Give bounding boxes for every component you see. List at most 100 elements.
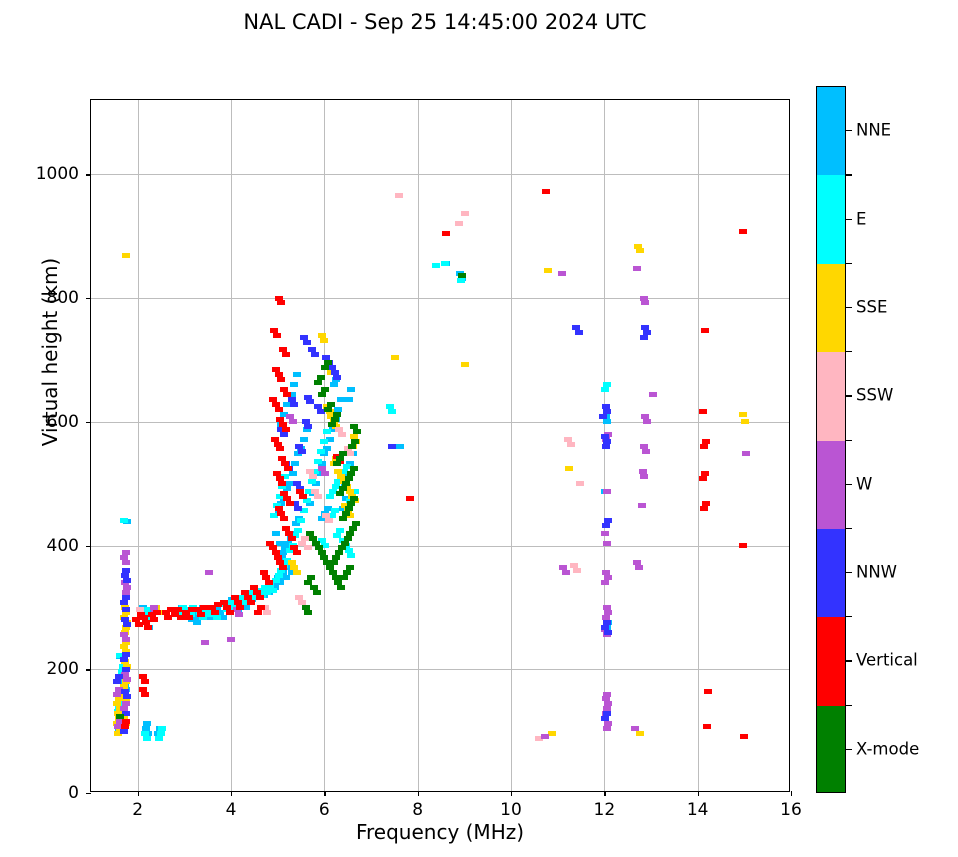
data-point: [643, 419, 652, 425]
data-point: [280, 411, 289, 417]
data-point: [317, 550, 326, 556]
data-point: [275, 540, 284, 546]
y-tick: [86, 669, 91, 671]
grid-line-horizontal: [91, 174, 789, 176]
colorbar-label-x-mode: X-mode: [856, 739, 920, 759]
data-point: [601, 580, 610, 586]
data-point: [566, 441, 575, 447]
data-point: [293, 372, 302, 378]
data-point: [603, 409, 612, 415]
colorbar-boundary-tick: [846, 174, 852, 176]
data-point: [333, 374, 342, 380]
data-point: [461, 362, 470, 368]
data-point: [113, 691, 122, 697]
data-point: [199, 604, 208, 610]
data-point: [141, 731, 150, 737]
data-point: [344, 505, 353, 511]
data-point: [303, 545, 312, 551]
data-point: [282, 525, 291, 531]
data-point: [563, 436, 572, 442]
y-tick-label: 0: [68, 783, 79, 803]
data-point: [325, 518, 333, 524]
data-point: [559, 565, 568, 571]
data-point: [182, 609, 191, 615]
data-point: [161, 609, 170, 615]
colorbar-segment-nnw: [817, 528, 845, 618]
data-point: [344, 396, 353, 402]
data-point: [324, 406, 333, 412]
data-point: [309, 473, 318, 479]
data-point: [121, 701, 130, 707]
data-point: [143, 721, 151, 727]
data-point: [215, 609, 224, 615]
data-point: [283, 557, 291, 563]
data-point: [119, 632, 128, 638]
data-point: [121, 594, 130, 600]
y-tick: [86, 421, 91, 424]
x-tick: [511, 791, 513, 796]
data-point: [274, 505, 283, 511]
data-point: [336, 528, 345, 534]
data-point: [318, 538, 327, 544]
data-point: [328, 570, 337, 576]
data-point: [121, 651, 130, 657]
data-point: [241, 599, 249, 605]
data-point: [194, 607, 203, 613]
data-point: [253, 590, 262, 596]
data-point: [238, 594, 247, 600]
data-point: [349, 525, 358, 531]
data-point: [141, 691, 150, 697]
data-point: [330, 416, 339, 422]
data-point: [558, 270, 567, 276]
colorbar-boundary-tick: [846, 439, 852, 441]
data-point: [141, 679, 150, 685]
data-point: [119, 656, 128, 662]
data-point: [115, 653, 124, 659]
data-point: [220, 599, 229, 605]
data-point: [122, 666, 131, 672]
data-point: [295, 444, 304, 449]
data-point: [304, 424, 313, 430]
data-point: [336, 491, 345, 497]
data-point: [204, 612, 213, 618]
data-point: [637, 503, 646, 509]
data-point: [351, 439, 360, 445]
data-point: [288, 471, 297, 477]
data-point: [347, 552, 356, 558]
colorbar-boundary-tick: [846, 527, 852, 530]
data-point: [601, 434, 610, 440]
data-point: [287, 392, 296, 398]
data-point: [348, 444, 357, 449]
data-point: [341, 510, 350, 516]
data-point: [304, 580, 313, 586]
data-point: [139, 686, 148, 692]
data-point: [113, 701, 122, 707]
data-point: [123, 585, 132, 591]
colorbar-segment-nne: [817, 87, 845, 176]
x-tick-label: 14: [686, 800, 709, 820]
data-point: [296, 488, 305, 494]
grid-line-horizontal: [91, 545, 789, 547]
data-point: [120, 617, 129, 623]
data-point: [343, 446, 352, 452]
data-point: [334, 580, 343, 586]
data-point: [299, 436, 308, 442]
data-point: [120, 671, 129, 677]
data-point: [703, 723, 711, 729]
data-point: [640, 295, 649, 301]
colorbar-segment-w: [817, 440, 845, 529]
grid-line-vertical: [324, 100, 326, 791]
x-tick-label: 16: [780, 800, 802, 820]
data-point: [332, 555, 341, 561]
data-point: [119, 518, 128, 524]
y-tick-label: 800: [46, 288, 79, 308]
data-point: [293, 481, 302, 487]
data-point: [278, 481, 287, 487]
data-point: [633, 243, 642, 249]
data-point: [208, 604, 217, 610]
colorbar-label-w: W: [856, 474, 873, 494]
data-point: [121, 711, 130, 717]
data-point: [638, 468, 647, 474]
data-point: [279, 421, 288, 427]
data-point: [324, 505, 333, 511]
